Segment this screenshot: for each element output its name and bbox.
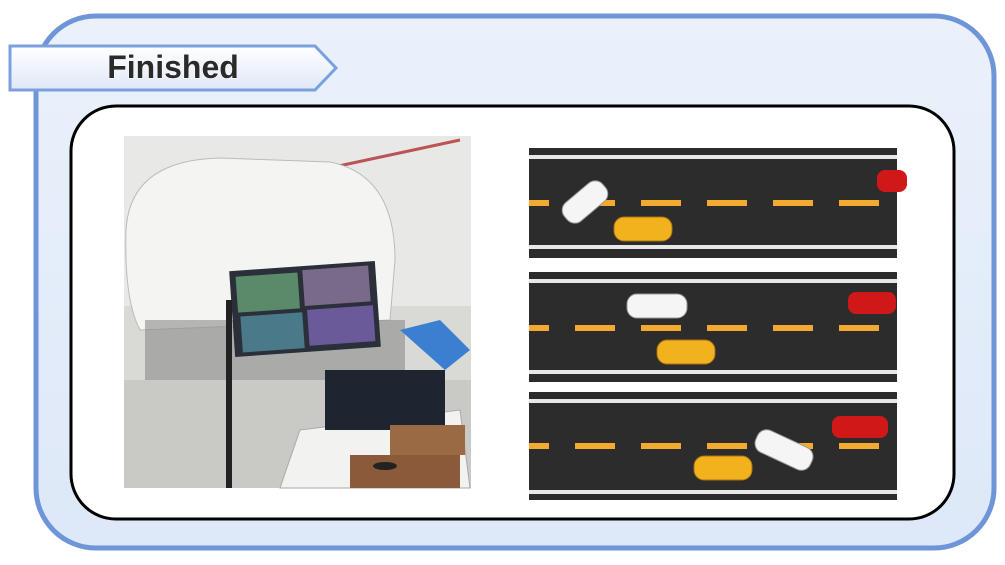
traffic-illustration <box>529 148 907 500</box>
road <box>529 272 897 382</box>
simulator-photo <box>124 136 471 489</box>
road <box>529 148 907 258</box>
road <box>529 392 897 500</box>
title-tab <box>8 44 339 92</box>
title: Finished <box>107 49 239 85</box>
